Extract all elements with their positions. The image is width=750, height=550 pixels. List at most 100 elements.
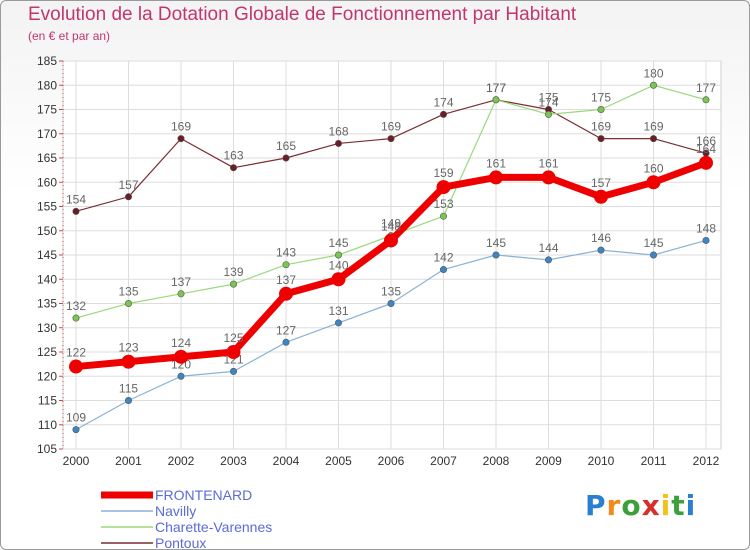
data-label-navilly: 131: [328, 304, 348, 318]
series-point-navilly: [125, 396, 133, 404]
series-point-charette-varennes: [702, 96, 710, 104]
series-point-navilly: [177, 372, 185, 380]
data-label-charette-varennes: 149: [381, 217, 401, 231]
series-point-frontenard: [436, 180, 451, 195]
data-label-navilly: 115: [119, 382, 138, 396]
series-point-pontoux: [177, 135, 185, 143]
data-label-navilly: 135: [381, 285, 401, 299]
legend-label-frontenard: FRONTENARD: [155, 487, 253, 503]
legend-swatch-navilly: [101, 510, 153, 512]
series-point-charette-varennes: [492, 96, 500, 104]
series-point-charette-varennes: [334, 251, 342, 259]
series-point-navilly: [230, 367, 238, 375]
y-tick-label: 135: [37, 297, 57, 311]
logo-letter: r: [606, 489, 622, 522]
data-label-frontenard: 164: [696, 142, 716, 156]
series-point-navilly: [649, 251, 657, 259]
x-tick-label: 2002: [168, 454, 195, 468]
series-point-frontenard: [121, 354, 136, 369]
data-label-pontoux: 163: [223, 149, 243, 163]
chart-title: Evolution de la Dotation Globale de Fonc…: [28, 4, 577, 25]
y-tick-label: 110: [38, 418, 57, 432]
legend-item-navilly: Navilly: [101, 503, 272, 519]
data-label-frontenard: 160: [643, 161, 663, 175]
data-label-frontenard: 159: [433, 166, 453, 180]
series-point-charette-varennes: [649, 81, 657, 89]
series-point-pontoux: [230, 164, 238, 172]
y-tick-label: 160: [37, 175, 57, 189]
legend-label-navilly: Navilly: [155, 503, 197, 519]
x-tick-label: 2007: [430, 454, 457, 468]
x-tick-label: 2000: [63, 454, 90, 468]
legend-item-frontenard: FRONTENARD: [101, 487, 272, 503]
data-label-charette-varennes: 180: [643, 66, 663, 80]
series-point-frontenard: [646, 175, 661, 190]
series-point-charette-varennes: [72, 314, 80, 322]
series-point-pontoux: [72, 207, 80, 215]
series-point-frontenard: [279, 286, 293, 301]
y-tick-label: 170: [37, 127, 57, 141]
data-label-frontenard: 148: [381, 219, 401, 233]
x-tick-label: 2005: [325, 454, 352, 468]
data-label-pontoux: 169: [591, 120, 611, 134]
series-point-pontoux: [649, 135, 657, 143]
logo-letter: i: [660, 489, 672, 522]
series-point-pontoux: [597, 135, 605, 143]
y-tick-label: 130: [37, 321, 57, 335]
data-label-charette-varennes: 153: [433, 197, 453, 211]
data-label-navilly: 142: [433, 251, 453, 265]
series-point-charette-varennes: [125, 299, 133, 307]
data-label-frontenard: 125: [223, 331, 243, 345]
series-point-charette-varennes: [282, 261, 290, 269]
y-tick-label: 165: [37, 151, 57, 165]
x-tick-label: 2010: [588, 454, 615, 468]
data-label-navilly: 145: [643, 236, 663, 250]
data-label-charette-varennes: 143: [276, 246, 296, 260]
series-point-charette-varennes: [544, 110, 552, 118]
data-label-frontenard: 161: [538, 156, 558, 170]
series-point-navilly: [334, 319, 342, 327]
series-point-navilly: [597, 246, 605, 254]
legend-item-pontoux: Pontoux: [101, 535, 272, 549]
x-tick-label: 2008: [483, 454, 510, 468]
series-point-navilly: [282, 338, 290, 346]
series-point-navilly: [439, 266, 447, 274]
legend-swatch-frontenard: [101, 491, 153, 499]
y-tick-label: 185: [37, 54, 57, 68]
logo-letter: o: [621, 489, 642, 522]
logo-letter: t: [671, 489, 686, 522]
data-label-frontenard: 140: [328, 258, 348, 272]
x-tick-label: 2011: [641, 454, 667, 468]
x-tick-label: 2012: [693, 454, 720, 468]
legend-item-charette-varennes: Charette-Varennes: [101, 519, 272, 535]
series-point-frontenard: [331, 272, 346, 287]
y-tick-label: 105: [37, 442, 57, 456]
x-tick-label: 2003: [220, 454, 247, 468]
data-label-navilly: 146: [591, 231, 611, 245]
data-label-frontenard: 123: [118, 341, 138, 355]
data-label-pontoux: 168: [328, 124, 348, 138]
y-tick-label: 115: [38, 394, 57, 408]
data-label-charette-varennes: 175: [591, 91, 611, 105]
data-label-pontoux: 165: [276, 139, 296, 153]
data-label-charette-varennes: 132: [66, 299, 86, 313]
data-label-charette-varennes: 145: [328, 236, 348, 250]
data-label-charette-varennes: 174: [538, 95, 558, 109]
data-label-pontoux: 157: [118, 178, 138, 192]
data-label-navilly: 145: [486, 236, 506, 250]
data-label-charette-varennes: 135: [118, 285, 138, 299]
series-point-charette-varennes: [177, 290, 185, 298]
series-point-pontoux: [439, 110, 447, 118]
x-tick-label: 2006: [378, 454, 405, 468]
y-tick-label: 140: [37, 272, 57, 286]
series-point-pontoux: [282, 154, 290, 162]
series-point-frontenard: [69, 359, 83, 374]
legend-label-charette-varennes: Charette-Varennes: [155, 519, 273, 535]
data-label-frontenard: 161: [486, 156, 506, 170]
logo-letter: x: [641, 489, 661, 522]
data-label-navilly: 127: [276, 323, 296, 337]
data-label-pontoux: 154: [66, 192, 86, 206]
series-point-frontenard: [384, 233, 398, 248]
series-point-navilly: [387, 299, 395, 307]
